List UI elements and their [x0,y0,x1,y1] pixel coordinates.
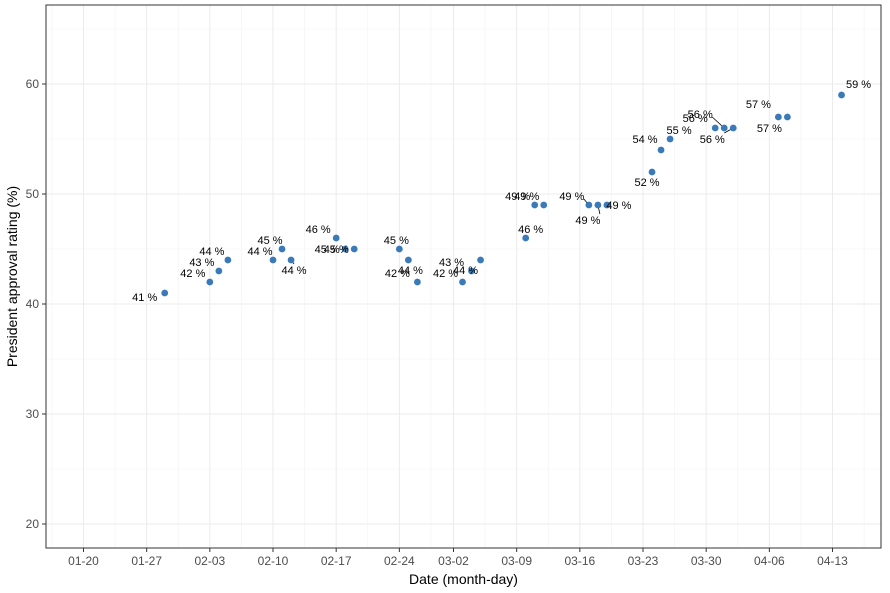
data-label: 57 % [757,123,782,135]
data-label: 52 % [634,177,659,189]
data-label: 42 % [385,268,410,280]
data-point [413,278,421,286]
minor-gridlines [46,5,881,548]
x-tick-label: 03-30 [691,554,722,568]
data-point [161,289,169,297]
data-label: 54 % [633,134,658,146]
major-gridlines [46,5,881,548]
data-label: 46 % [306,224,331,236]
data-point [459,278,466,286]
data-point [224,256,232,264]
data-label: 44 % [199,246,224,258]
data-label: 46 % [518,224,543,236]
data-point [774,113,782,121]
y-tick-label: 30 [26,407,40,421]
data-label: 43 % [439,257,464,269]
x-axis-title: Date (month-day) [409,571,518,587]
data-point [585,201,593,209]
data-label: 44 % [282,265,307,277]
data-point [206,278,214,286]
data-point [278,245,286,253]
data-point [648,168,656,176]
data-point [269,256,277,264]
x-tick-label: 02-03 [194,554,225,568]
data-point [350,245,358,253]
x-tick-label: 01-27 [131,554,162,568]
plot-panel-border [45,4,882,549]
data-label: 45 % [257,235,282,247]
data-label: 42 % [180,268,205,280]
data-point [522,234,530,242]
data-point [287,256,295,264]
data-label: 55 % [667,125,692,137]
data-label: 45 % [324,244,349,256]
data-points [161,91,845,297]
data-label: 45 % [315,244,340,256]
data-point [603,201,611,209]
x-tick-label: 03-16 [564,554,595,568]
data-label: 44 % [453,265,478,277]
x-tick-label: 04-06 [754,554,785,568]
data-point [215,267,223,275]
x-axis-ticks: 01-20 01-27 02-03 02-10 02-17 02-24 03-02 03-09… [68,548,848,568]
data-point [332,234,340,242]
data-point [720,124,728,132]
data-point [666,135,674,143]
data-point [594,201,602,209]
data-label: 59 % [846,79,871,91]
data-label: 49 % [575,215,600,227]
x-tick-label: 02-10 [258,554,289,568]
data-label: 56 % [683,113,708,125]
data-label: 44 % [247,246,272,258]
data-label: 57 % [746,99,771,111]
data-labels: 41 %42 %43 %44 % 44 %45 %44 %46 %45 %45 %… [132,79,871,304]
data-point [838,91,845,99]
data-label: 41 % [132,292,157,304]
y-tick-label: 50 [26,187,40,201]
y-tick-label: 40 [26,297,40,311]
data-label: 49 % [505,191,530,203]
y-tick-label: 60 [26,77,40,91]
x-tick-label: 02-24 [384,554,415,568]
y-axis-ticks: 20 30 40 50 60 [26,77,46,531]
data-label: 49 % [606,200,631,212]
data-point [395,245,403,253]
x-tick-label: 04-13 [817,554,848,568]
data-point [711,124,719,132]
x-tick-label: 03-09 [501,554,532,568]
data-point [657,146,665,154]
y-tick-label: 20 [26,517,40,531]
x-tick-label: 01-20 [68,554,99,568]
x-tick-label: 03-23 [628,554,659,568]
data-label: 49 % [559,191,584,203]
data-point [729,124,737,132]
data-point [477,256,484,264]
data-point [783,113,791,121]
x-tick-label: 03-02 [438,554,469,568]
data-point [404,256,412,264]
data-label: 44 % [398,265,423,277]
data-point [540,201,548,209]
data-label: 45 % [384,235,409,247]
y-axis-title: President approval rating (%) [4,186,20,367]
data-point [468,267,475,275]
data-point [341,245,349,253]
data-label: 43 % [189,257,214,269]
data-point [531,201,539,209]
data-label: 49 % [514,191,539,203]
data-label: 56 % [700,134,725,146]
x-tick-label: 02-17 [321,554,352,568]
data-label: 42 % [433,268,458,280]
data-label: 56 % [688,109,713,121]
